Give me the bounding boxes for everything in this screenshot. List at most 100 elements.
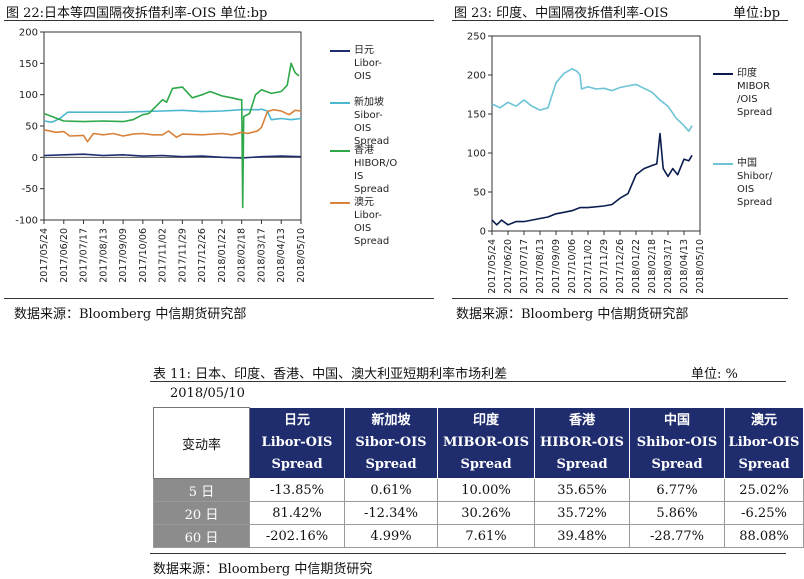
table-cell: -28.77% <box>629 524 725 548</box>
table-cell: 0.61% <box>344 478 438 502</box>
table-cell: -13.85% <box>249 478 345 502</box>
chart-22-ytick-label: -100 <box>15 216 38 227</box>
table-cell: 6.77% <box>629 478 725 502</box>
col-header-hongkong: 香港 HIBOR-OIS Spread <box>534 407 630 479</box>
table-cell: 25.02% <box>724 478 804 502</box>
col-header-line1: 香港 <box>568 413 595 428</box>
chart-22-xtick-label: 2017/10/06 <box>138 228 149 283</box>
chart-22-title: 图 22:日本等四国隔夜拆借利率-OIS 单位:bp <box>6 6 268 21</box>
chart-22-ytick-label: 150 <box>19 59 38 70</box>
chart-23-source: 数据来源：Bloomberg 中信期货研究部 <box>456 307 689 322</box>
chart-22-xtick-label: 2017/11/02 <box>158 228 169 283</box>
chart-23-source-rule <box>452 298 788 299</box>
col-header-line2: MIBOR-OIS <box>442 435 530 450</box>
table-cell: 35.65% <box>534 478 630 502</box>
chart-23-ytick-label: 250 <box>467 32 486 43</box>
col-header-line2: Libor-OIS <box>261 435 333 450</box>
chart-22-series-hongkong <box>43 62 300 209</box>
spread-table: 变动率 日元 Libor-OIS Spread 新加坡 Sibor-OIS Spread… <box>153 407 804 548</box>
chart-23-frame <box>491 35 701 232</box>
chart-23-xtick-label: 2017/11/02 <box>583 239 594 294</box>
legend-swatch-hongkong <box>330 150 350 152</box>
chart-22-xtick-label: 2018/01/22 <box>217 228 228 283</box>
col-header-line2: Libor-OIS <box>728 435 800 450</box>
chart-23-xtick-label: 2017/07/17 <box>519 239 530 294</box>
table-cell: 5.86% <box>629 501 725 525</box>
table-11-title-rule <box>150 381 786 382</box>
chart-22-xtick-label: 2018/04/13 <box>276 228 287 283</box>
table-11-title: 表 11: 日本、印度、香港、中国、澳大利亚短期利率市场利差 <box>153 367 508 382</box>
chart-23-xtick-label: 2018/04/13 <box>679 239 690 294</box>
col-header-australia: 澳元 Libor-OIS Spread <box>724 407 804 479</box>
legend-label-australia: 澳元 Libor-OIS Spread <box>354 197 390 247</box>
table-cell: 30.26% <box>437 501 535 525</box>
legend-swatch-india <box>713 73 733 75</box>
chart-23-xtick-label: 2018/05/10 <box>695 239 706 294</box>
col-header-line2: HIBOR-OIS <box>540 435 624 450</box>
table-11-unit: 单位: % <box>691 367 738 382</box>
table-header-row: 变动率 日元 Libor-OIS Spread 新加坡 Sibor-OIS Spread… <box>153 407 804 479</box>
chart-23-ytick-label: 100 <box>467 149 486 160</box>
chart-22-series-singapore <box>43 108 302 123</box>
table-11-source-rule <box>150 553 786 554</box>
chart-22-series-japan <box>43 153 302 159</box>
chart-23-title-rule <box>452 20 788 21</box>
chart-23-xtick-label: 2018/01/22 <box>631 239 642 294</box>
table-cell: 35.72% <box>534 501 630 525</box>
col-header-line2: Sibor-OIS <box>355 435 427 450</box>
chart-23-xtick-label: 2017/05/24 <box>487 239 498 294</box>
legend-label-japan: 日元 Libor-OIS <box>354 45 382 82</box>
chart-23-ytick-label: 200 <box>467 71 486 82</box>
chart-23-ytick-label: 50 <box>473 188 486 199</box>
chart-23-xtick-label: 2018/02/18 <box>647 239 658 294</box>
chart-23-ytick-label: 150 <box>467 110 486 121</box>
table-cell: 88.08% <box>724 524 804 548</box>
chart-23-legend: 印度 MIBOR /OIS Spread 中国 Shibor/ OIS Spre… <box>713 22 803 242</box>
table-row-20d: 20 日 81.42% -12.34% 30.26% 35.72% 5.86% … <box>153 501 804 525</box>
table-row-5d: 5 日 -13.85% 0.61% 10.00% 35.65% 6.77% 25… <box>153 478 804 502</box>
chart-23-unit: 单位:bp <box>733 6 781 21</box>
chart-23-series-india <box>491 132 693 226</box>
legend-swatch-china <box>713 163 733 165</box>
col-header-line1: 日元 <box>283 413 310 428</box>
chart-22-xtick-label: 2017/05/24 <box>39 228 50 283</box>
table-cell: 10.00% <box>437 478 535 502</box>
legend-label-china: 中国 Shibor/ OIS Spread <box>737 158 773 208</box>
table-cell: 4.99% <box>344 524 438 548</box>
chart-22-ytick-label: 50 <box>25 122 38 133</box>
col-header-line3: Spread <box>460 457 512 472</box>
col-header-line3: Spread <box>556 457 608 472</box>
col-header-line1: 澳元 <box>750 413 777 428</box>
table-cell: 39.48% <box>534 524 630 548</box>
legend-swatch-australia <box>330 202 350 204</box>
col-header-line3: Spread <box>271 457 323 472</box>
chart-22-source-rule <box>4 298 434 299</box>
table-row-60d: 60 日 -202.16% 4.99% 7.61% 39.48% -28.77%… <box>153 524 804 548</box>
chart-22-xtick-label: 2017/08/13 <box>98 228 109 283</box>
chart-22-ytick-label: 200 <box>19 28 38 39</box>
chart-23-xtick-label: 2017/06/20 <box>503 239 514 294</box>
table-cell: 7.61% <box>437 524 535 548</box>
chart-23-title: 图 23: 印度、中国隔夜拆借利率-OIS <box>454 6 669 21</box>
chart-22-series-australia <box>43 108 302 143</box>
chart-23-xtick-label: 2017/12/26 <box>615 239 626 294</box>
table-11-date: 2018/05/10 <box>170 386 245 401</box>
col-header-line3: Spread <box>365 457 417 472</box>
chart-22-xtick-label: 2017/12/26 <box>197 228 208 283</box>
table-cell: -202.16% <box>249 524 345 548</box>
legend-swatch-japan <box>330 50 350 52</box>
table-11-source: 数据来源：Bloomberg 中信期货研究 <box>153 562 373 577</box>
chart-22-ytick-label: 100 <box>19 90 38 101</box>
chart-22-ytick-label: -50 <box>22 184 38 195</box>
chart-23-xtick-label: 2017/08/13 <box>535 239 546 294</box>
row-label-20d: 20 日 <box>153 501 250 525</box>
legend-label-india: 印度 MIBOR /OIS Spread <box>737 68 773 118</box>
row-label-60d: 60 日 <box>153 524 250 548</box>
col-header-singapore: 新加坡 Sibor-OIS Spread <box>344 407 438 479</box>
legend-label-hongkong: 香港 HIBOR/O IS Spread <box>354 145 398 195</box>
chart-22-xtick-label: 2017/11/29 <box>177 228 188 283</box>
chart-22-title-rule <box>4 20 434 21</box>
col-header-line3: Spread <box>651 457 703 472</box>
